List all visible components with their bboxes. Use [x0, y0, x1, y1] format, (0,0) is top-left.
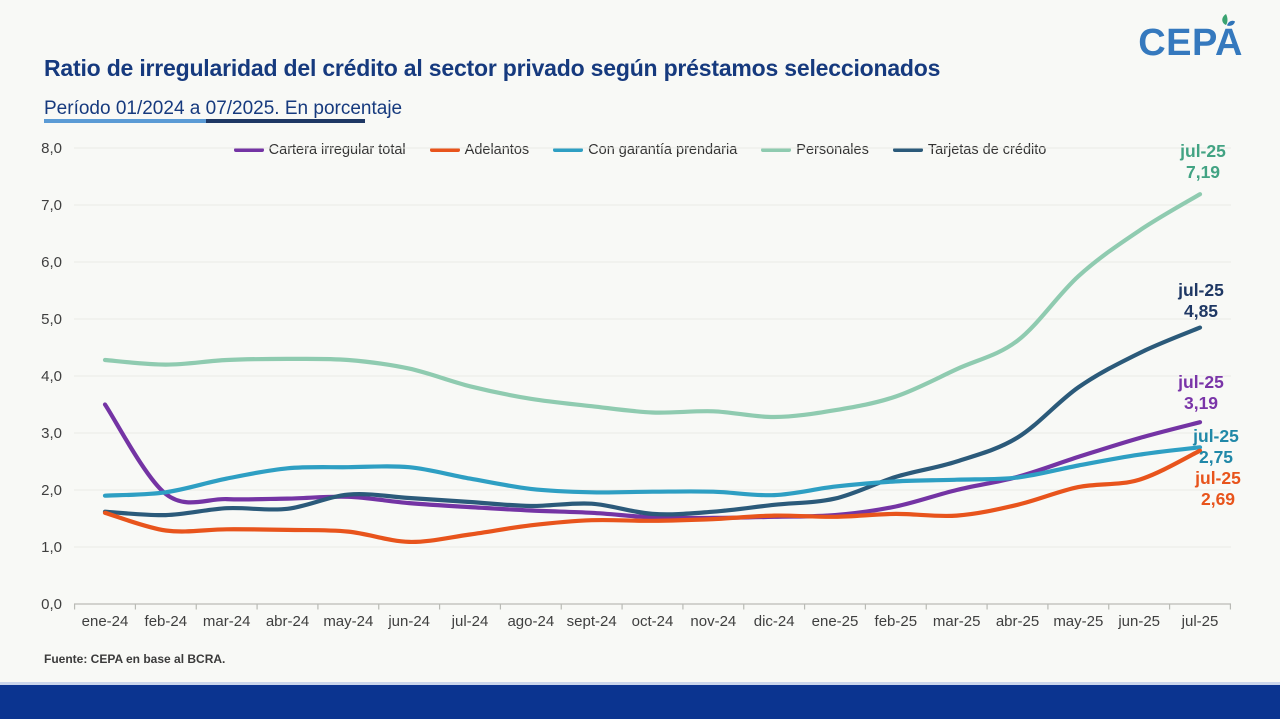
cepa-leaf-icon: [1222, 14, 1235, 26]
x-axis-label: may-24: [323, 613, 373, 630]
title-underline: [44, 119, 365, 123]
y-axis-label: 1,0: [41, 539, 62, 556]
legend-label: Cartera irregular total: [268, 142, 406, 158]
title-underline-light-segment: [44, 119, 206, 123]
x-axis-label: abr-25: [996, 613, 1039, 630]
legend-swatch-con-garantia-prendaria: [553, 147, 584, 153]
cepa-logo: CEPA: [1138, 22, 1243, 64]
end-label-value: 3,19: [1183, 393, 1219, 413]
y-axis-label: 7,0: [41, 197, 62, 214]
legend-label: Personales: [796, 142, 869, 158]
line-chart: 0,0 1,0 2,0 3,0 4,0 5,0 6,0 7,0 8,0 ene-24 feb-24 m…: [41, 140, 1232, 630]
legend-label: Adelantos: [464, 142, 530, 158]
page-title: Ratio de irregularidad del crédito al se…: [44, 55, 941, 82]
end-label-value: 2,69: [1200, 489, 1236, 509]
y-axis-label: 2,0: [41, 482, 62, 499]
x-axis-label: jun-24: [387, 613, 430, 630]
title-underline-dark-segment: [206, 119, 365, 123]
end-label-date: jul-25: [1195, 468, 1241, 488]
series-line-con-garantia-prendaria: [102, 445, 1203, 498]
legend-item-con-garantia-prendaria: Con garantía prendaria: [553, 142, 737, 158]
x-axis-label: jul-25: [1181, 613, 1219, 630]
end-label-date: jul-25: [1180, 141, 1226, 161]
end-label-date: jul-25: [1193, 426, 1239, 446]
y-axis-label: 5,0: [41, 311, 62, 328]
x-axis-label: dic-24: [754, 613, 795, 630]
legend-swatch-cartera-irregular-total: [233, 147, 264, 153]
y-axis-label: 6,0: [41, 254, 62, 271]
end-label-tarjetas-de-credito: jul-25 4,85: [1141, 280, 1261, 322]
y-axis-label: 3,0: [41, 425, 62, 442]
end-label-value: 2,75: [1198, 447, 1234, 467]
end-label-personales: jul-25 7,19: [1143, 141, 1263, 183]
x-axis-label: feb-24: [145, 613, 188, 630]
x-axis-label: jul-24: [451, 613, 489, 630]
y-axis-label: 4,0: [41, 368, 62, 385]
series-line-adelantos: [102, 448, 1203, 545]
end-label-con-garantia-prendaria: jul-25 2,75: [1156, 426, 1276, 468]
legend-swatch-personales: [761, 147, 792, 153]
legend-item-personales: Personales: [761, 142, 869, 158]
legend-item-adelantos: Adelantos: [429, 142, 530, 158]
y-axis-label: 0,0: [41, 596, 62, 613]
series-line-personales: [102, 192, 1203, 420]
legend-item-cartera-irregular-total: Cartera irregular total: [233, 142, 406, 158]
legend-swatch-adelantos: [429, 147, 460, 153]
series-line-tarjetas-de-credito: [102, 325, 1203, 518]
x-axis-label: jun-25: [1117, 613, 1160, 630]
x-axis-label: oct-24: [632, 613, 674, 630]
x-axis-label: abr-24: [266, 613, 309, 630]
end-label-date: jul-25: [1178, 372, 1224, 392]
x-axis-label: may-25: [1053, 613, 1103, 630]
chart-legend: Cartera irregular total Adelantos Con gara…: [0, 142, 1280, 158]
x-axis-label: mar-24: [203, 613, 251, 630]
x-axis-label: nov-24: [690, 613, 736, 630]
legend-label: Tarjetas de crédito: [927, 142, 1047, 158]
x-axis-label: ene-24: [82, 613, 129, 630]
x-axis-label: feb-25: [875, 613, 918, 630]
footer-bar: [0, 685, 1280, 719]
x-axis-label: ago-24: [507, 613, 554, 630]
footer-divider: [0, 682, 1280, 685]
end-label-date: jul-25: [1178, 280, 1224, 300]
end-label-cartera-irregular-total: jul-25 3,19: [1141, 372, 1261, 414]
x-axis-label: ene-25: [812, 613, 859, 630]
y-axis-label: 8,0: [41, 140, 62, 157]
source-note: Fuente: CEPA en base al BCRA.: [44, 652, 226, 666]
end-label-value: 4,85: [1183, 301, 1219, 321]
x-axis-label: mar-25: [933, 613, 981, 630]
legend-item-tarjetas-de-credito: Tarjetas de crédito: [892, 142, 1047, 158]
legend-label: Con garantía prendaria: [588, 142, 738, 158]
end-label-value: 7,19: [1185, 162, 1221, 182]
end-label-adelantos: jul-25 2,69: [1158, 468, 1278, 510]
x-axis-label: sept-24: [567, 613, 617, 630]
page-subtitle: Período 01/2024 a 07/2025. En porcentaje: [44, 98, 403, 119]
legend-swatch-tarjetas-de-credito: [892, 147, 923, 153]
